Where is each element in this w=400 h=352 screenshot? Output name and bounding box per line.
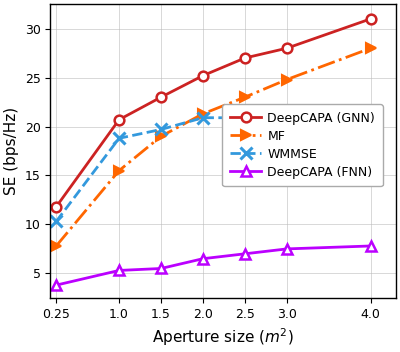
- DeepCAPA (GNN): [200, 74, 205, 78]
- MF: [368, 46, 373, 50]
- WMMSE: [200, 115, 205, 120]
- DeepCAPA (GNN): [242, 56, 247, 60]
- DeepCAPA (GNN): [284, 46, 289, 50]
- MF: [117, 169, 122, 173]
- WMMSE: [368, 114, 373, 118]
- Line: MF: MF: [51, 43, 376, 251]
- WMMSE: [159, 127, 164, 132]
- DeepCAPA (FNN): [368, 244, 373, 248]
- MF: [159, 134, 164, 138]
- Line: WMMSE: WMMSE: [51, 110, 376, 227]
- DeepCAPA (FNN): [159, 266, 164, 271]
- DeepCAPA (GNN): [159, 95, 164, 99]
- DeepCAPA (FNN): [242, 252, 247, 256]
- Line: DeepCAPA (FNN): DeepCAPA (FNN): [51, 241, 376, 290]
- Legend: DeepCAPA (GNN), MF, WMMSE, DeepCAPA (FNN): DeepCAPA (GNN), MF, WMMSE, DeepCAPA (FNN…: [222, 104, 383, 186]
- DeepCAPA (GNN): [54, 205, 58, 209]
- Y-axis label: SE (bps/Hz): SE (bps/Hz): [4, 107, 19, 195]
- X-axis label: Aperture size ($m^2$): Aperture size ($m^2$): [152, 326, 294, 348]
- DeepCAPA (GNN): [368, 17, 373, 21]
- DeepCAPA (FNN): [54, 283, 58, 287]
- DeepCAPA (FNN): [117, 268, 122, 272]
- DeepCAPA (FNN): [284, 247, 289, 251]
- WMMSE: [284, 115, 289, 120]
- MF: [200, 112, 205, 116]
- Line: DeepCAPA (GNN): DeepCAPA (GNN): [51, 14, 376, 212]
- DeepCAPA (GNN): [117, 118, 122, 122]
- DeepCAPA (FNN): [200, 257, 205, 261]
- WMMSE: [54, 219, 58, 224]
- MF: [242, 95, 247, 99]
- WMMSE: [242, 115, 247, 120]
- MF: [54, 244, 58, 248]
- WMMSE: [117, 136, 122, 140]
- MF: [284, 77, 289, 82]
